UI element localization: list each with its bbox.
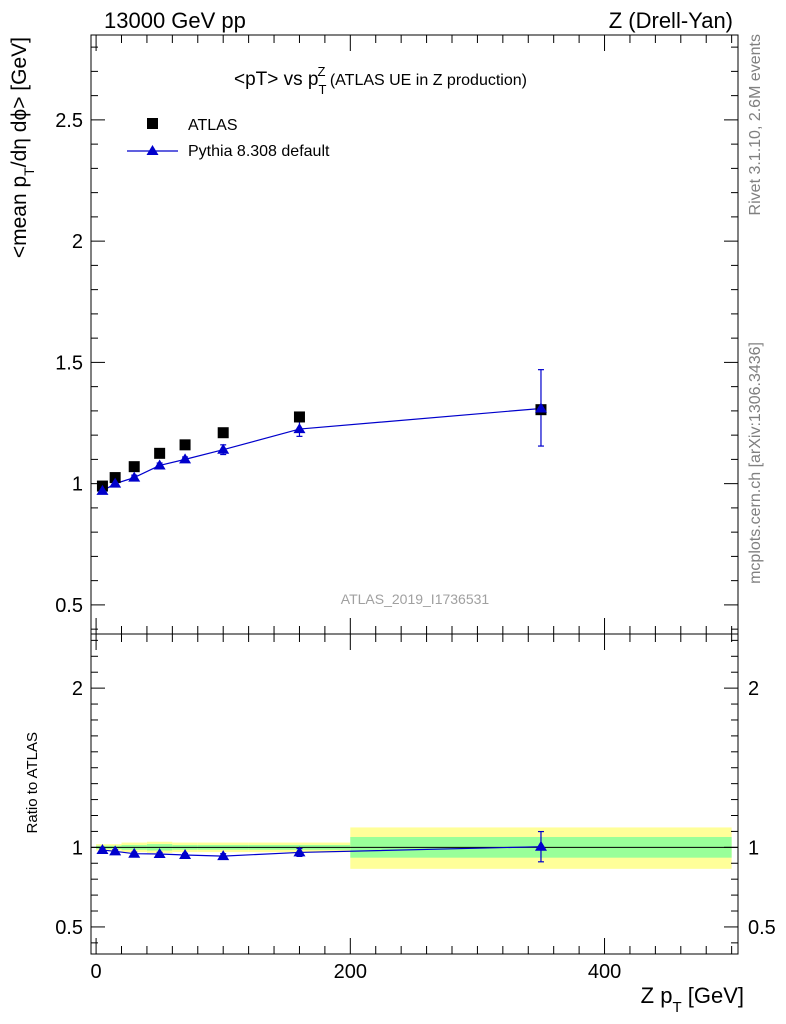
ratio-y-tick-label: 1: [72, 837, 83, 859]
mcplots-label: mcplots.cern.ch [arXiv:1306.3436]: [747, 342, 764, 584]
ratio-point-pythia: [96, 844, 109, 855]
data-point-atlas: [154, 447, 166, 459]
data-point-atlas: [293, 411, 305, 423]
x-axis-label-b: [GeV]: [682, 983, 744, 1008]
plot-title-detail: (ATLAS UE in Z production): [325, 72, 527, 89]
ratio-frame: [90, 633, 739, 955]
x-tick-label: 0: [91, 961, 102, 983]
main-y-tick-labels: 0.5 1 1.5 2 2.5: [55, 110, 83, 617]
y-tick-label: 1.5: [55, 352, 83, 374]
ratio-y-tick-label-right: 1: [748, 837, 759, 859]
ratio-axis-ticks: [91, 634, 738, 954]
plot-title-sup: Z: [317, 64, 325, 79]
main-data-layer: [96, 369, 547, 495]
plot-title: <pT> vs pTZ (ATLAS UE in Z production): [234, 64, 527, 97]
data-point-atlas: [217, 427, 229, 439]
legend-marker-pythia: [146, 145, 159, 155]
ratio-y-tick-label-right: 2: [748, 678, 759, 700]
data-point-atlas: [179, 439, 191, 451]
x-axis-label-a: Z p: [641, 983, 673, 1008]
x-axis-label-sub: T: [672, 999, 681, 1016]
ratio-y-tick-label: 0.5: [55, 917, 83, 939]
series-line-pythia: [102, 407, 542, 492]
ratio-point-pythia: [534, 840, 547, 851]
main-y-axis-label-b: /dη dϕ> [GeV]: [8, 37, 31, 167]
analysis-watermark: ATLAS_2019_I1736531: [341, 591, 490, 607]
y-tick-label: 0.5: [55, 595, 83, 617]
ratio-point-pythia: [128, 847, 141, 858]
ratio-uncertainty-bands: [96, 827, 732, 869]
legend-label-pythia: Pythia 8.308 default: [188, 143, 330, 160]
legend-marker-atlas: [147, 118, 158, 129]
header-process: Z (Drell-Yan): [609, 8, 733, 33]
rivet-version-label: Rivet 3.1.10, 2.6M events: [747, 34, 764, 215]
main-y-axis-label-sub: T: [21, 167, 37, 176]
data-point-pythia: [96, 484, 109, 495]
ratio-y-tick-label-right: 0.5: [748, 917, 776, 939]
ratio-panel: 0.5 0.5 1 1 2 2 0 200 400 Ratio to ATLAS Z pT […: [24, 633, 776, 1016]
data-point-atlas: [109, 472, 121, 484]
main-y-axis-label: <mean pT/dη dϕ> [GeV]: [8, 37, 37, 258]
ratio-y-tick-labels: 0.5 0.5 1 1 2 2: [55, 678, 776, 939]
x-axis-label: Z pT [GeV]: [641, 983, 744, 1016]
ratio-data-layer: [96, 830, 547, 863]
y-tick-label: 2: [72, 231, 83, 253]
data-point-atlas: [128, 461, 140, 473]
main-y-axis-label-a: <mean p: [8, 176, 31, 258]
data-point-pythia: [179, 453, 192, 464]
legend: ATLAS Pythia 8.308 default: [127, 117, 330, 160]
ratio-y-tick-label: 2: [72, 678, 83, 700]
data-point-pythia: [534, 402, 547, 413]
data-point-pythia: [153, 459, 166, 470]
x-tick-labels: 0 200 400: [91, 961, 622, 983]
ratio-y-axis-label: Ratio to ATLAS: [24, 732, 41, 833]
main-panel: 0.511.522.5 <pT> vs pTZ (ATLAS UE in Z p…: [8, 34, 739, 635]
data-point-pythia: [293, 423, 306, 434]
y-tick-label: 2.5: [55, 110, 83, 132]
ratio-point-pythia: [293, 846, 306, 857]
ratio-point-pythia: [109, 845, 122, 856]
plot-title-main: <pT> vs p: [234, 69, 319, 90]
data-point-pythia: [217, 443, 230, 454]
y-tick-label: 1: [72, 474, 83, 496]
x-tick-label: 200: [334, 961, 367, 983]
header-collision: 13000 GeV pp: [104, 8, 246, 33]
legend-label-atlas: ATLAS: [188, 117, 238, 134]
data-point-pythia: [128, 471, 141, 482]
plot-title-sub: T: [319, 82, 327, 97]
ratio-point-pythia: [179, 848, 192, 859]
ratio-point-pythia: [217, 850, 230, 861]
data-point-pythia: [109, 477, 122, 488]
ratio-point-pythia: [153, 848, 166, 859]
x-tick-label: 400: [588, 961, 621, 983]
